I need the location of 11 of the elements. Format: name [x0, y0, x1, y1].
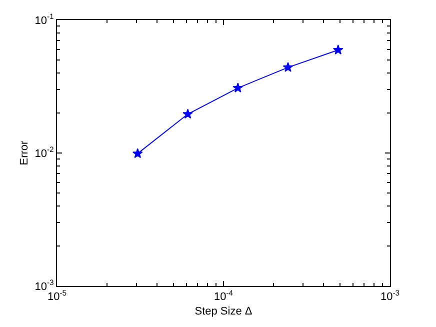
y-axis-title: Error — [18, 140, 30, 166]
x-tick-label: 10$^{-4}$ — [214, 288, 234, 304]
point — [332, 44, 344, 54]
point — [232, 82, 244, 92]
y-tick-label: 10$^{-1}$ — [34, 12, 54, 27]
y-tick-label: 10$^{-2}$ — [34, 145, 54, 160]
point — [182, 108, 193, 119]
point — [132, 148, 143, 158]
point — [282, 62, 294, 72]
x-axis-title: Step Size Δ — [194, 305, 253, 318]
x-tick-label: 10$^{-3}$ — [380, 288, 400, 304]
